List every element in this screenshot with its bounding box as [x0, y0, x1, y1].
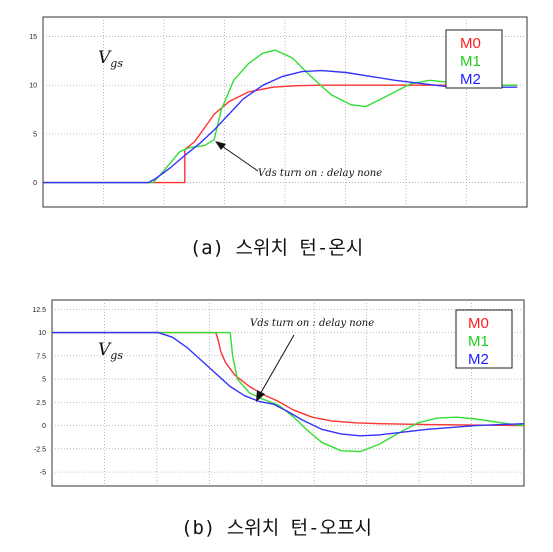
chart-b-annotation-text: Vds turn on : delay none	[250, 318, 374, 329]
chart-a: 0 5 10 15 Vgs Vds turn on : delay none M0 M…	[29, 16, 528, 208]
chart-b-annotation: Vds turn on : delay none	[250, 318, 374, 402]
y-tick-label: 7.5	[36, 353, 46, 360]
y-tick-label: -2.5	[34, 446, 46, 453]
chart-b-legend-m1: M1	[468, 333, 489, 350]
y-tick-label: 2.5	[36, 400, 46, 407]
chart-b-annotation-arrow	[258, 334, 295, 397]
chart-b-arrowhead	[256, 390, 265, 402]
chart-b-legend: M0 M1 M2	[455, 309, 513, 369]
chart-a-legend-m0: M0	[460, 35, 481, 52]
chart-b-y-ticks: 12.5 10 7.5 5 2.5 0 -2.5 -5	[32, 307, 46, 477]
chart-a-y-ticks: 0 5 10 15	[29, 34, 37, 187]
series-line-m2	[52, 331, 525, 437]
chart-b-legend-m0: M0	[468, 315, 489, 332]
series-line-m0	[52, 331, 525, 427]
chart-a-legend-m2: M2	[460, 71, 481, 88]
chart-a-arrowhead	[215, 141, 226, 150]
y-tick-label: 0	[42, 423, 46, 430]
chart-b-frame	[51, 299, 525, 487]
y-tick-label: 12.5	[32, 307, 46, 314]
chart-a-annotation-text: Vds turn on : delay none	[258, 168, 382, 179]
chart-b-legend-m2: M2	[468, 351, 489, 368]
chart-a-legend-box	[445, 29, 503, 89]
chart-b-vgs-label: Vgs	[98, 340, 123, 362]
y-tick-label: 0	[33, 180, 37, 187]
y-tick-label: 10	[38, 330, 46, 337]
series-line-m2	[43, 69, 518, 184]
series-line-m1	[43, 49, 518, 184]
chart-b-grid	[52, 300, 524, 486]
caption-a: (a) 스위치 턴-온시	[189, 237, 364, 259]
chart-b-legend-box	[455, 309, 513, 369]
series-line-m1	[52, 331, 525, 453]
chart-a-annotation-arrow	[218, 143, 259, 172]
chart-a-legend-m1: M1	[460, 53, 481, 70]
chart-a-vgs-label: Vgs	[98, 48, 123, 70]
chart-b: 12.5 10 7.5 5 2.5 0 -2.5 -5 Vgs Vds turn on : d…	[32, 299, 525, 487]
y-tick-label: 10	[29, 83, 37, 90]
y-tick-label: 5	[42, 377, 46, 384]
chart-a-series	[43, 49, 518, 184]
chart-a-annotation: Vds turn on : delay none	[215, 141, 382, 179]
caption-b: (b) 스위치 턴-오프시	[181, 517, 372, 539]
chart-a-legend: M0 M1 M2	[445, 29, 503, 89]
y-tick-label: 15	[29, 34, 37, 41]
y-tick-label: -5	[40, 470, 46, 477]
y-tick-label: 5	[33, 131, 37, 138]
chart-b-series	[52, 331, 525, 453]
